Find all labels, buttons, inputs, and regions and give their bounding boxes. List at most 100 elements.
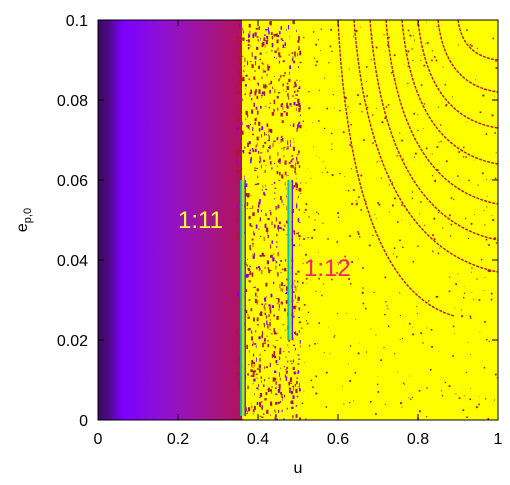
- chaos-speckle: [241, 121, 243, 126]
- chaos-speckle: [264, 349, 266, 352]
- chaos-speckle: [242, 77, 245, 82]
- chaos-speckle: [276, 233, 278, 237]
- chaos-speckle: [247, 407, 251, 412]
- chaos-speckle: [299, 417, 301, 420]
- chaos-speckle: [420, 201, 422, 203]
- chaos-speckle: [273, 224, 276, 228]
- chaos-speckle: [321, 294, 323, 297]
- chaos-speckle: [356, 202, 358, 204]
- chaos-speckle: [280, 367, 281, 369]
- chaos-speckle: [291, 363, 293, 365]
- chaos-speckle: [388, 184, 390, 186]
- chaos-speckle: [453, 198, 455, 201]
- chaos-speckle: [281, 393, 283, 398]
- chaos-speckle: [265, 227, 269, 233]
- chaos-speckle: [293, 385, 294, 391]
- chaos-speckle: [267, 232, 268, 235]
- chaos-speckle: [479, 396, 480, 398]
- chaos-speckle: [484, 321, 486, 323]
- chaos-speckle: [279, 226, 282, 229]
- chaos-speckle: [406, 210, 407, 212]
- chaos-speckle: [263, 70, 266, 73]
- chaos-speckle: [292, 123, 295, 127]
- chaos-speckle: [298, 104, 301, 107]
- chaos-speckle: [385, 301, 387, 303]
- chaos-speckle: [339, 110, 341, 112]
- chaos-speckle: [288, 347, 290, 348]
- chaos-speckle: [490, 298, 493, 301]
- chaos-speckle: [291, 57, 294, 62]
- chaos-speckle: [290, 266, 293, 269]
- chaos-speckle: [250, 402, 252, 404]
- chaos-speckle: [298, 48, 300, 50]
- chaos-speckle: [261, 97, 262, 99]
- chaos-speckle: [238, 249, 240, 251]
- chaos-speckle: [266, 335, 269, 337]
- chaos-speckle: [271, 221, 273, 226]
- chaos-speckle: [277, 225, 280, 230]
- chaos-speckle: [285, 175, 287, 177]
- chaos-speckle: [259, 415, 262, 417]
- chaos-speckle: [265, 282, 268, 287]
- chaos-speckle: [270, 80, 273, 85]
- chaos-speckle: [385, 106, 388, 108]
- arc-curve: [337, 20, 455, 317]
- chaos-speckle: [468, 237, 469, 239]
- chaos-speckle: [390, 72, 393, 74]
- y-tick-label: 0.04: [57, 253, 88, 270]
- chaos-speckle: [269, 129, 272, 133]
- chaos-speckle: [250, 195, 252, 197]
- chaos-speckle: [287, 344, 289, 346]
- chaos-speckle: [284, 181, 286, 186]
- chaos-speckle: [407, 29, 410, 32]
- chaos-speckle: [286, 86, 289, 90]
- chaos-speckle: [297, 195, 299, 199]
- chaos-speckle: [284, 171, 287, 175]
- chaos-speckle: [278, 383, 281, 388]
- chaos-speckle: [331, 278, 333, 281]
- chaos-speckle: [247, 193, 250, 198]
- chaos-speckle: [240, 98, 243, 101]
- chaos-speckle: [292, 244, 296, 247]
- chaos-speckle: [475, 406, 478, 409]
- chaos-speckle: [266, 52, 268, 53]
- chaos-speckle: [370, 401, 372, 403]
- chaos-speckle: [280, 301, 283, 305]
- chaos-speckle: [248, 78, 250, 81]
- chaos-speckle: [346, 262, 348, 264]
- chaos-speckle: [285, 370, 288, 374]
- chaos-speckle: [374, 214, 376, 216]
- chaos-speckle: [284, 267, 287, 272]
- chaos-speckle: [238, 149, 241, 153]
- chaos-speckle: [276, 137, 278, 141]
- chaos-speckle: [365, 201, 367, 203]
- chaos-speckle: [437, 252, 440, 255]
- chaos-speckle: [237, 37, 240, 40]
- chaos-speckle: [276, 241, 278, 244]
- chaos-speckle: [267, 64, 269, 68]
- chaos-speckle: [294, 384, 297, 387]
- chaos-speckle: [259, 52, 262, 55]
- chaos-speckle: [377, 202, 380, 204]
- chaos-speckle: [271, 386, 273, 388]
- chaos-speckle: [288, 338, 291, 342]
- chaos-speckle: [365, 66, 368, 68]
- chaos-speckle: [328, 326, 329, 328]
- chaos-speckle: [276, 272, 279, 274]
- chaos-speckle: [381, 121, 384, 124]
- chaos-speckle: [271, 354, 274, 358]
- chaos-speckle: [474, 214, 476, 215]
- chaos-speckle: [392, 204, 394, 207]
- chaos-speckle: [264, 105, 267, 107]
- chaos-speckle: [288, 25, 290, 30]
- chaos-speckle: [266, 85, 268, 87]
- chaos-speckle: [317, 39, 319, 41]
- chaos-speckle: [452, 325, 455, 328]
- chaos-speckle: [438, 350, 440, 352]
- chaos-speckle: [274, 418, 278, 420]
- chaos-speckle: [319, 157, 321, 159]
- x-axis: 0 0.2 0.4 0.6 0.8 1: [94, 20, 503, 448]
- chaos-speckle: [267, 67, 270, 71]
- chaos-speckle: [241, 167, 242, 171]
- chaos-speckle: [256, 296, 258, 298]
